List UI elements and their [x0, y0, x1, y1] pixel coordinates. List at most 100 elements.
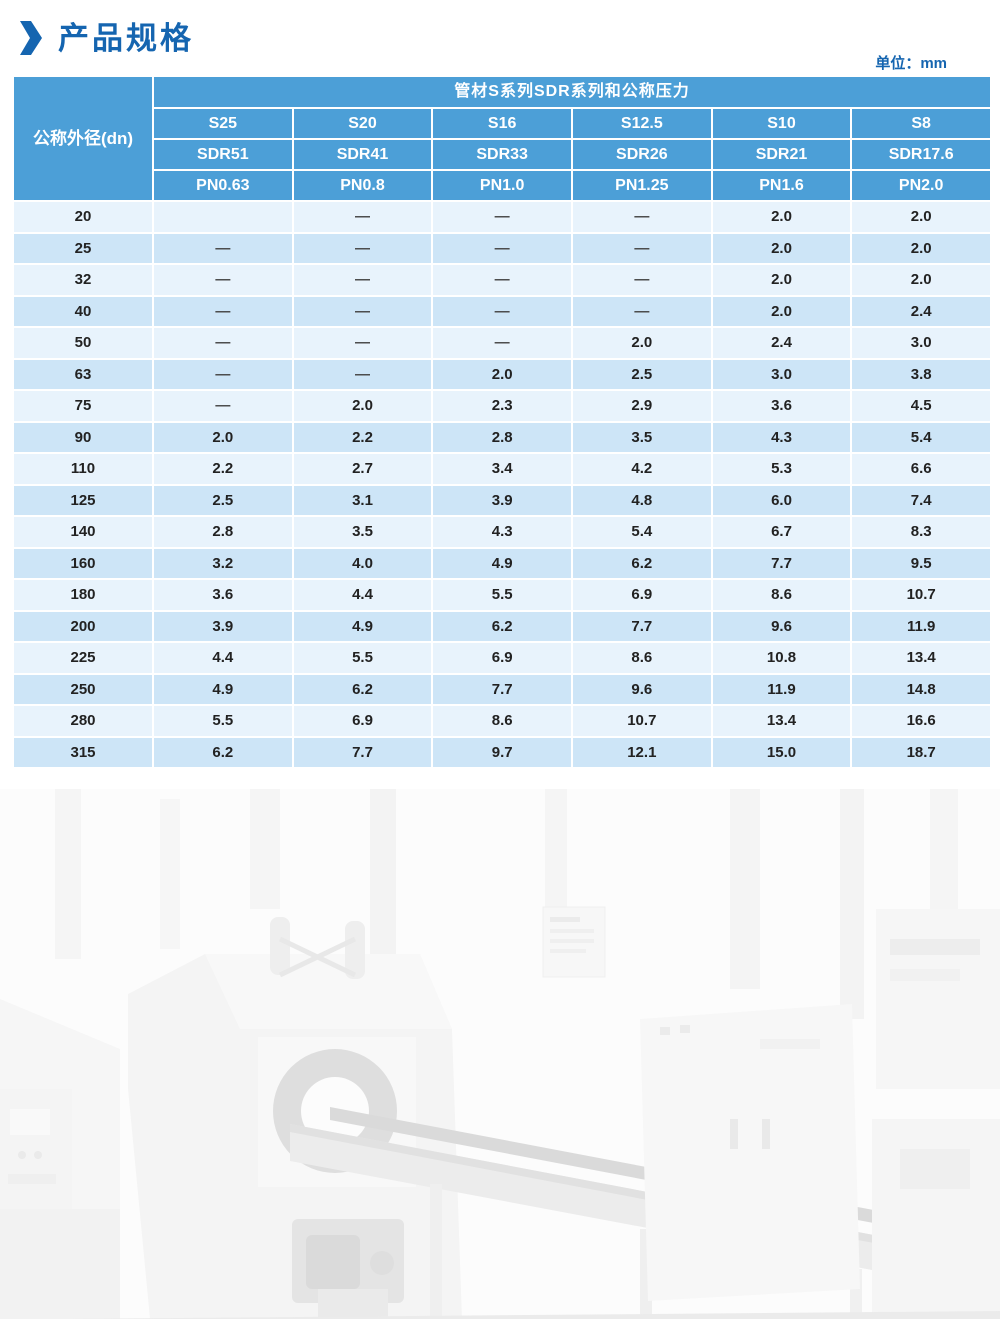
row-dn: 160	[14, 548, 152, 578]
cell-value: 2.0	[293, 391, 432, 421]
cell-value: —	[573, 202, 711, 232]
cell-value: 2.5	[573, 359, 711, 389]
column-header-sdr: SDR51	[154, 140, 292, 169]
cell-value: 12.1	[573, 737, 711, 767]
row-dn: 315	[14, 737, 152, 767]
cell-value: 3.6	[712, 391, 851, 421]
row-dn: 140	[14, 517, 152, 547]
cell-value: 10.8	[712, 643, 851, 673]
column-header-sdr: SDR41	[293, 140, 432, 169]
cell-value: 2.2	[293, 422, 432, 452]
cell-value: 2.8	[433, 422, 571, 452]
cell-value: 2.0	[154, 422, 292, 452]
cell-value: 13.4	[852, 643, 990, 673]
cell-value: —	[433, 265, 571, 295]
cell-value: 4.9	[293, 611, 432, 641]
cell-value: —	[293, 296, 432, 326]
cell-value: —	[293, 328, 432, 358]
factory-photo	[0, 789, 1000, 1319]
cell-value: —	[154, 359, 292, 389]
cell-value: 2.4	[712, 328, 851, 358]
cell-value: 7.7	[712, 548, 851, 578]
column-header-s: S16	[433, 109, 571, 138]
cell-value: 8.6	[433, 706, 571, 736]
cell-value: —	[573, 265, 711, 295]
column-header-s: S12.5	[573, 109, 711, 138]
cell-value: 2.2	[154, 454, 292, 484]
cell-value: —	[433, 202, 571, 232]
row-dn: 75	[14, 391, 152, 421]
row-dn: 32	[14, 265, 152, 295]
row-dn: 250	[14, 674, 152, 704]
cell-value: 10.7	[573, 706, 711, 736]
cell-value: 2.3	[433, 391, 571, 421]
cell-value: 13.4	[712, 706, 851, 736]
column-header-s: S25	[154, 109, 292, 138]
column-header-pn: PN0.8	[293, 171, 432, 200]
cell-value: —	[433, 233, 571, 263]
cell-value: 7.4	[852, 485, 990, 515]
cell-value: —	[154, 265, 292, 295]
column-header-pn: PN1.0	[433, 171, 571, 200]
cell-value: 4.5	[852, 391, 990, 421]
cell-value: 9.6	[712, 611, 851, 641]
cell-value: —	[293, 233, 432, 263]
column-header-s: S10	[712, 109, 851, 138]
row-dn: 200	[14, 611, 152, 641]
cell-value: 9.6	[573, 674, 711, 704]
cell-value: 3.4	[433, 454, 571, 484]
cell-value: —	[433, 296, 571, 326]
cell-value: 2.0	[712, 233, 851, 263]
column-header-pn: PN0.63	[154, 171, 292, 200]
cell-value: —	[293, 265, 432, 295]
column-header-sdr: SDR17.6	[852, 140, 990, 169]
cell-value	[154, 202, 292, 232]
cell-value: 16.6	[852, 706, 990, 736]
cell-value: 4.4	[154, 643, 292, 673]
row-dn: 225	[14, 643, 152, 673]
cell-value: —	[433, 328, 571, 358]
cell-value: 2.0	[712, 202, 851, 232]
cell-value: 4.4	[293, 580, 432, 610]
cell-value: 8.6	[712, 580, 851, 610]
cell-value: 3.8	[852, 359, 990, 389]
cell-value: 2.5	[154, 485, 292, 515]
row-dn: 25	[14, 233, 152, 263]
cell-value: 2.0	[712, 265, 851, 295]
unit-label: 单位：mm	[875, 55, 947, 72]
cell-value: 2.8	[154, 517, 292, 547]
cell-value: 2.0	[573, 328, 711, 358]
column-header-s: S8	[852, 109, 990, 138]
row-dn: 125	[14, 485, 152, 515]
cell-value: 8.6	[573, 643, 711, 673]
cell-value: 6.9	[573, 580, 711, 610]
cell-value: 11.9	[712, 674, 851, 704]
cell-value: 5.4	[573, 517, 711, 547]
row-dn: 20	[14, 202, 152, 232]
column-header-sdr: SDR21	[712, 140, 851, 169]
cell-value: 6.2	[293, 674, 432, 704]
cell-value: —	[154, 328, 292, 358]
cell-value: —	[154, 233, 292, 263]
spec-table: 公称外径(dn) 管材S系列SDR系列和公称压力 S25 S20 S16 S12.5 S10…	[14, 77, 990, 767]
cell-value: —	[293, 359, 432, 389]
cell-value: 3.5	[573, 422, 711, 452]
cell-value: 6.0	[712, 485, 851, 515]
row-dn: 63	[14, 359, 152, 389]
cell-value: 6.2	[154, 737, 292, 767]
cell-value: 5.5	[154, 706, 292, 736]
cell-value: 4.9	[433, 548, 571, 578]
chevron-icon	[18, 21, 42, 55]
column-header-pn: PN1.25	[573, 171, 711, 200]
column-header-dn: 公称外径(dn)	[14, 77, 152, 200]
cell-value: 2.4	[852, 296, 990, 326]
row-dn: 280	[14, 706, 152, 736]
cell-value: 4.9	[154, 674, 292, 704]
column-header-s: S20	[293, 109, 432, 138]
row-dn: 180	[14, 580, 152, 610]
cell-value: 5.5	[433, 580, 571, 610]
cell-value: 2.7	[293, 454, 432, 484]
cell-value: —	[573, 233, 711, 263]
cell-value: 3.2	[154, 548, 292, 578]
cell-value: 18.7	[852, 737, 990, 767]
